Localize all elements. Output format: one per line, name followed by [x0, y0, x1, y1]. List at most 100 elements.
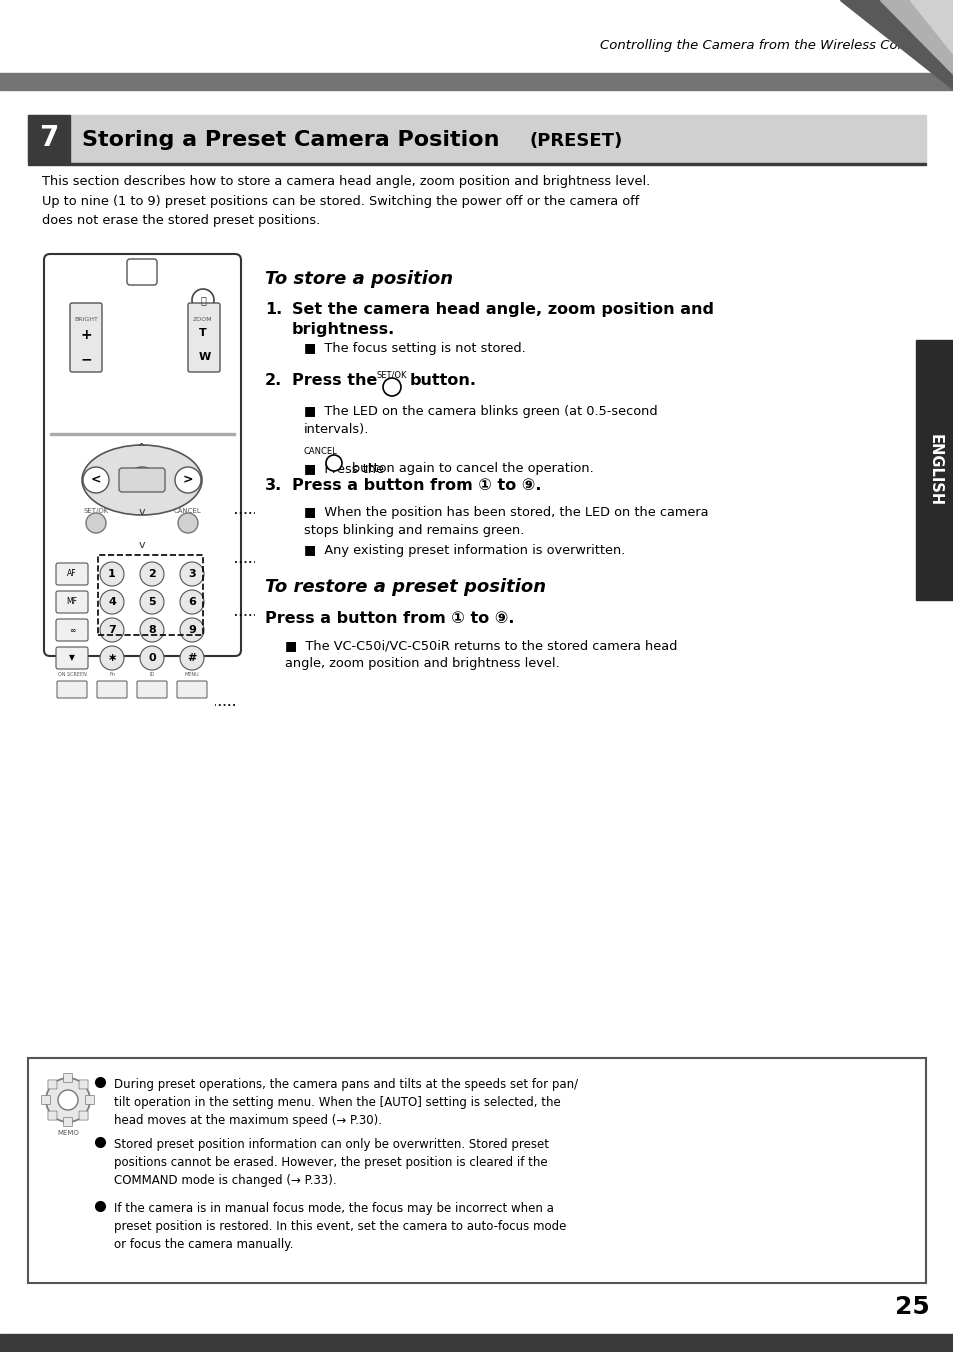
Text: Press a button from ① to ⑨.: Press a button from ① to ⑨. [292, 479, 541, 493]
Text: ■  The LED on the camera blinks green (at 0.5-second
intervals).: ■ The LED on the camera blinks green (at… [304, 406, 657, 435]
Circle shape [100, 589, 124, 614]
Text: SET/OK: SET/OK [83, 508, 109, 514]
Polygon shape [840, 0, 953, 91]
Circle shape [100, 646, 124, 671]
Text: 7: 7 [108, 625, 115, 635]
Text: v: v [138, 539, 145, 550]
Text: 2: 2 [148, 569, 155, 579]
Text: v: v [138, 507, 145, 516]
Text: ■  Any existing preset information is overwritten.: ■ Any existing preset information is ove… [304, 544, 625, 557]
Text: 25: 25 [894, 1295, 928, 1320]
FancyBboxPatch shape [86, 1095, 94, 1105]
Text: −: − [80, 352, 91, 366]
Text: During preset operations, the camera pans and tilts at the speeds set for pan/
t: During preset operations, the camera pan… [113, 1078, 578, 1128]
Text: 9: 9 [188, 625, 195, 635]
Text: ^: ^ [137, 443, 147, 453]
Bar [0, 1334, 953, 1352]
Circle shape [58, 1090, 78, 1110]
Text: 4: 4 [108, 598, 116, 607]
Circle shape [192, 289, 213, 311]
Text: 0: 0 [148, 653, 155, 662]
Text: MENU: MENU [185, 672, 199, 677]
Polygon shape [909, 0, 953, 55]
Text: 7: 7 [39, 124, 59, 153]
Text: If the camera is in manual focus mode, the focus may be incorrect when a
preset : If the camera is in manual focus mode, t… [113, 1202, 566, 1252]
Text: Set the camera head angle, zoom position and
brightness.: Set the camera head angle, zoom position… [292, 301, 713, 338]
Circle shape [174, 466, 201, 493]
Text: ⏻: ⏻ [200, 295, 206, 306]
Text: 6: 6 [188, 598, 195, 607]
FancyBboxPatch shape [56, 648, 88, 669]
Text: 1.: 1. [265, 301, 282, 316]
Text: #: # [187, 653, 196, 662]
Text: ON SCREEN: ON SCREEN [57, 672, 87, 677]
FancyBboxPatch shape [137, 681, 167, 698]
FancyBboxPatch shape [79, 1080, 88, 1088]
Text: ENGLISH: ENGLISH [926, 434, 942, 506]
Text: CANCEL: CANCEL [304, 448, 337, 456]
FancyBboxPatch shape [44, 254, 241, 656]
FancyBboxPatch shape [56, 591, 88, 612]
Text: <: < [91, 473, 101, 487]
Text: ▼: ▼ [69, 653, 75, 662]
FancyBboxPatch shape [70, 303, 102, 372]
Text: Storing a Preset Camera Position: Storing a Preset Camera Position [82, 131, 507, 150]
Text: Press the: Press the [292, 373, 377, 388]
Circle shape [180, 646, 204, 671]
Text: This section describes how to store a camera head angle, zoom position and brigh: This section describes how to store a ca… [42, 174, 650, 227]
Text: Press a button from ① to ⑨.: Press a button from ① to ⑨. [265, 611, 514, 626]
Polygon shape [879, 0, 953, 74]
Circle shape [140, 646, 164, 671]
Circle shape [46, 1078, 90, 1122]
Text: Controlling the Camera from the Wireless Controller: Controlling the Camera from the Wireless… [599, 38, 944, 51]
FancyBboxPatch shape [48, 1080, 57, 1088]
Text: MF: MF [67, 598, 77, 607]
Text: ■  The VC-C50i/VC-C50iR returns to the stored camera head
angle, zoom position a: ■ The VC-C50i/VC-C50iR returns to the st… [285, 639, 677, 671]
FancyBboxPatch shape [177, 681, 207, 698]
Circle shape [180, 618, 204, 642]
FancyBboxPatch shape [188, 303, 220, 372]
Text: To store a position: To store a position [265, 270, 453, 288]
Circle shape [180, 589, 204, 614]
Text: 3.: 3. [265, 479, 282, 493]
Text: Stored preset position information can only be overwritten. Stored preset
positi: Stored preset position information can o… [113, 1138, 548, 1187]
Bar [50, 433, 234, 435]
FancyBboxPatch shape [119, 468, 165, 492]
Text: W: W [199, 352, 211, 362]
Ellipse shape [82, 445, 202, 515]
Bar [915, 339, 953, 600]
Circle shape [100, 562, 124, 585]
Text: CANCEL: CANCEL [174, 508, 202, 514]
Circle shape [382, 379, 400, 396]
Circle shape [178, 512, 198, 533]
Text: button.: button. [410, 373, 476, 388]
Text: (PRESET): (PRESET) [530, 131, 622, 150]
Text: T: T [199, 329, 207, 338]
Text: Fn: Fn [109, 672, 114, 677]
Text: +: + [80, 329, 91, 342]
Circle shape [140, 618, 164, 642]
Text: 3: 3 [188, 569, 195, 579]
Bar [98, 556, 203, 635]
Text: ∗: ∗ [107, 653, 116, 662]
Circle shape [140, 562, 164, 585]
Circle shape [326, 456, 341, 470]
Circle shape [180, 562, 204, 585]
Circle shape [83, 466, 109, 493]
FancyBboxPatch shape [64, 1118, 72, 1126]
Wedge shape [132, 466, 151, 485]
Bar [28, 115, 70, 162]
Text: 5: 5 [148, 598, 155, 607]
Text: ■  The focus setting is not stored.: ■ The focus setting is not stored. [304, 342, 525, 356]
Bar [28, 115, 925, 162]
FancyBboxPatch shape [56, 619, 88, 641]
Text: SET/OK: SET/OK [376, 370, 407, 380]
Text: To restore a preset position: To restore a preset position [265, 579, 545, 596]
Text: AF: AF [67, 569, 77, 579]
Text: button again to cancel the operation.: button again to cancel the operation. [352, 462, 593, 475]
Circle shape [100, 618, 124, 642]
Text: ■  When the position has been stored, the LED on the camera
stops blinking and r: ■ When the position has been stored, the… [304, 506, 708, 537]
Text: BRIGHT: BRIGHT [74, 316, 98, 322]
FancyBboxPatch shape [97, 681, 127, 698]
Text: ID: ID [150, 672, 154, 677]
